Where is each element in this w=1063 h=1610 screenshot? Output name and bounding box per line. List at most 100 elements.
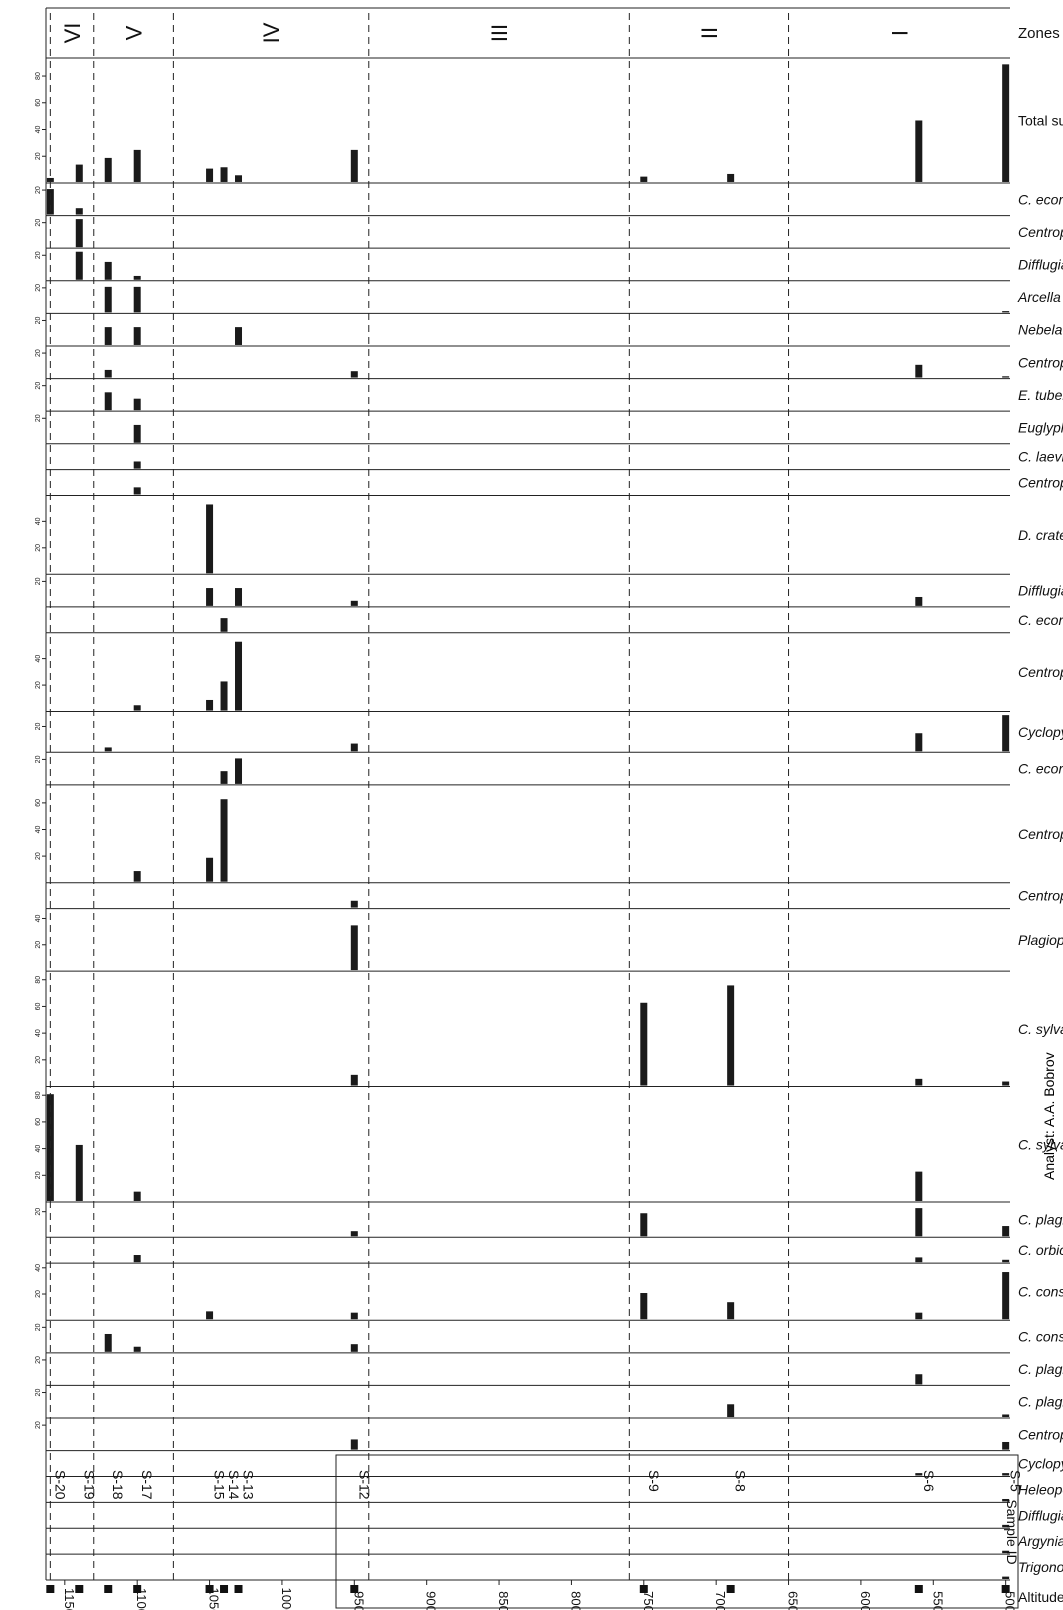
taxon-column: Argynia sp. (45, 1528, 1063, 1555)
taxon-label: C. plagiostoma f. minor (1018, 1394, 1063, 1410)
axis-tick-label: 750 (641, 1591, 656, 1610)
taxon-label: Centropyxis aerophila v. minor (1018, 1426, 1063, 1442)
axis-tick-label: 850 (496, 1591, 511, 1610)
taxon-label: C. orbicularis (1018, 1242, 1063, 1258)
sample-id: S-13 (241, 1470, 257, 1500)
scale-tick-label: 60 (35, 1118, 42, 1126)
taxon-label: Heleopera petricola (1018, 1481, 1063, 1497)
sample-marker (46, 1585, 55, 1593)
abundance-bar (220, 618, 228, 632)
abundance-bar (220, 681, 228, 711)
axis-tick-label: 600 (858, 1591, 873, 1610)
taxon-label: Argynia sp. (1017, 1533, 1063, 1549)
abundance-bar (640, 1293, 648, 1320)
scale-tick-label: 40 (35, 1029, 42, 1037)
abundance-bar (133, 871, 141, 882)
axis-tick-label: 500 (1003, 1591, 1018, 1610)
taxon-column: 20 E. tuberculata (35, 378, 1063, 412)
scale-tick-label: 20 (35, 852, 42, 860)
taxon-column: 20 40 60 80 C. sylvatica (35, 1086, 1063, 1203)
scale-tick-label: 40 (35, 825, 42, 833)
taxon-column: 20 C. ecornis v. minima (35, 752, 1063, 786)
abundance-bar (350, 149, 358, 182)
taxon-column: 20 C. plagiostoma f. minor (35, 1385, 1063, 1419)
axis-tick-label: 1000 (279, 1588, 294, 1610)
sample-marker (104, 1585, 113, 1593)
axis-tick-label: 950 (351, 1591, 366, 1610)
abundance-bar (104, 157, 112, 182)
scale-tick-label: 20 (35, 382, 42, 390)
abundance-bar (206, 699, 214, 711)
abundance-bar (104, 327, 112, 345)
sample-marker (75, 1585, 84, 1593)
taxon-column: 20 Difflugia globulosa (35, 248, 1063, 282)
scale-tick-label: 20 (35, 577, 42, 585)
abundance-bar (1002, 1441, 1010, 1450)
abundance-bar (1002, 64, 1010, 182)
abundance-bar (133, 424, 141, 443)
taxon-label: Centropyxis gasparella cornicuata v. f. … (1018, 224, 1063, 240)
abundance-bar (206, 588, 214, 606)
taxon-column: 20 C. constricta (35, 1320, 1063, 1354)
zone-label: II (697, 27, 722, 39)
scale-tick-label: 40 (35, 1145, 42, 1153)
abundance-bar (915, 1257, 923, 1263)
abundance-bar (640, 176, 648, 182)
abundance-bar (350, 1439, 358, 1450)
abundance-bar (133, 705, 141, 711)
scale-tick-label: 60 (35, 1002, 42, 1010)
taxon-column: 20 Cyclopyxis eurystoma sensu lato (35, 711, 1063, 753)
taxon-column: Centropyxis cassiss v. pinifera (45, 469, 1063, 497)
sample-marker (133, 1585, 142, 1593)
scale-tick-label: 20 (35, 1389, 42, 1397)
scale-tick-label: 40 (35, 914, 42, 922)
scale-tick-label: 20 (35, 219, 42, 227)
abundance-bar (206, 1311, 214, 1320)
sample-marker (914, 1585, 923, 1593)
taxon-column: 20 40 Plagiopyxis callida complex (35, 908, 1063, 972)
taxon-column: 20 40 Centropyxis platystoma (35, 632, 1063, 713)
taxon-column: Cyclopyxis kahli (45, 1450, 1063, 1478)
abundance-bar (1002, 715, 1010, 752)
sample-marker (234, 1585, 243, 1593)
abundance-bar (1002, 1226, 1010, 1237)
taxon-column: Heleopera petricola (45, 1476, 1063, 1503)
scale-tick-label: 20 (35, 284, 42, 292)
abundance-bar (915, 596, 923, 606)
scale-tick-label: 40 (35, 126, 42, 134)
zone-label: I (887, 30, 912, 36)
taxon-column: 20 40 60 80 Total sum (35, 58, 1063, 184)
abundance-bar (1002, 1498, 1010, 1502)
abundance-bar (235, 641, 243, 711)
sample-id: S-5 (1008, 1470, 1024, 1492)
abundance-bar (75, 219, 83, 248)
abundance-bar (1002, 311, 1010, 313)
taxon-label: Cyclopyxis kahli (1018, 1456, 1063, 1472)
taxon-label: Centropyxis cassiss v. pinifera (1018, 475, 1063, 491)
taxon-label: C. ecornis (1018, 612, 1063, 628)
abundance-bar (133, 1346, 141, 1352)
zones-strip: VI V IV III II I Zones (45, 7, 1060, 59)
abundance-bar (350, 1344, 358, 1352)
abundance-bar (350, 925, 358, 971)
axis-tick-label: 700 (713, 1591, 728, 1610)
scale-tick-label: 80 (35, 976, 42, 984)
sample-marker (350, 1585, 359, 1593)
scale-tick-label: 80 (35, 1091, 42, 1099)
abundance-bar (220, 167, 228, 182)
abundance-bar (1002, 1272, 1010, 1320)
taxon-column: 20 40 C. constricta v. minima (35, 1263, 1063, 1321)
abundance-bar (350, 1312, 358, 1320)
scale-tick-label: 20 (35, 1290, 42, 1298)
abundance-bar (727, 173, 735, 182)
taxon-column: 20 Nebela tincta complex (35, 313, 1063, 347)
scale-tick-label: 20 (35, 349, 42, 357)
scale-tick-label: 20 (35, 544, 42, 552)
abundance-bar (915, 1078, 923, 1086)
taxon-column: 20 40 60 Centropyxis aculeata complex (35, 784, 1063, 884)
scale-tick-label: 20 (35, 251, 42, 259)
scale-tick-label: 20 (35, 1421, 42, 1429)
abundance-bar (235, 327, 243, 345)
taxon-column: 20 Arcella arenaria/ A. discoides (35, 280, 1063, 314)
